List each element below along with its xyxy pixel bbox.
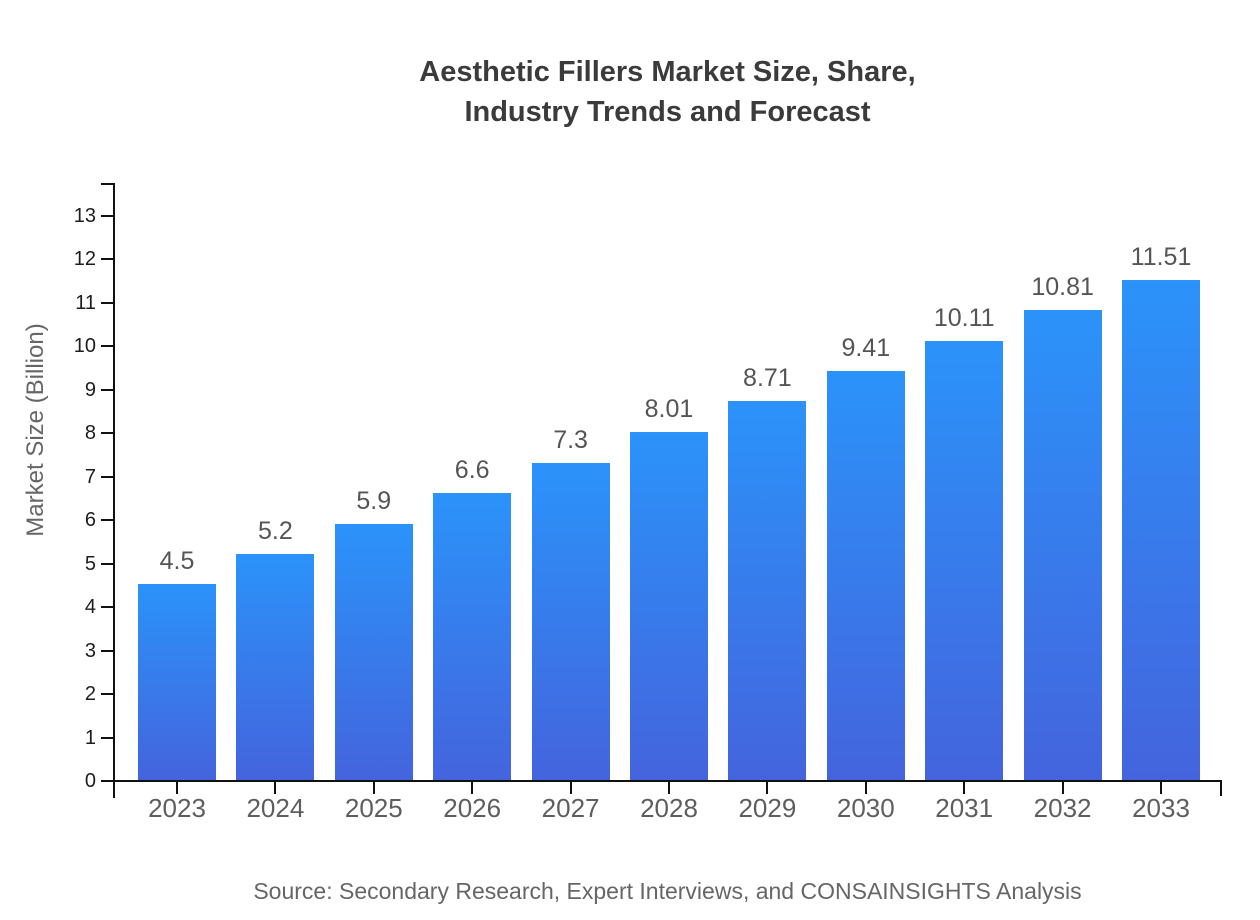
y-tick-mark: [101, 737, 113, 739]
bar-2025: [334, 524, 413, 780]
x-tick-mark-2026: [471, 780, 474, 794]
value-label-2032: 10.81: [1031, 273, 1094, 301]
y-tick-mark: [101, 693, 113, 695]
bar-2029: [728, 401, 807, 780]
y-tick-label-3: 3: [84, 640, 96, 662]
value-label-2028: 8.01: [644, 395, 694, 423]
y-tick-label-10: 10: [73, 335, 96, 357]
x-tick-mark-2033: [1160, 780, 1162, 794]
y-axis-top-cap: [101, 183, 113, 185]
value-label-2029: 8.71: [743, 364, 792, 392]
x-tick-label-2023: 2023: [148, 793, 206, 823]
value-label-2024: 5.2: [258, 517, 293, 545]
x-tick-mark-2028: [668, 780, 670, 794]
value-label-2026: 6.6: [454, 456, 490, 484]
x-tick-label-2029: 2029: [738, 793, 797, 823]
y-tick-mark: [101, 476, 113, 478]
x-tick-mark-2029: [766, 780, 769, 794]
x-axis-end-cap: [1220, 780, 1222, 796]
chart-title: Aesthetic Fillers Market Size, Share, In…: [115, 52, 1220, 132]
x-tick-mark-2024: [274, 780, 277, 794]
y-tick-label-6: 6: [84, 509, 96, 531]
y-tick-mark: [101, 302, 113, 304]
bar-2031: [925, 341, 1004, 780]
y-tick-mark: [101, 345, 113, 347]
x-tick-mark-2027: [569, 780, 572, 794]
y-tick-label-5: 5: [84, 553, 96, 575]
y-tick-mark: [101, 519, 113, 521]
value-label-2030: 9.41: [841, 334, 891, 362]
y-tick-mark: [101, 258, 113, 260]
bar-2030: [826, 371, 905, 780]
y-tick-label-0: 0: [84, 770, 96, 792]
y-tick-mark: [101, 780, 113, 782]
y-tick-label-7: 7: [84, 466, 96, 488]
y-tick-mark: [101, 432, 113, 434]
bar-2027: [531, 463, 610, 780]
x-tick-label-2028: 2028: [640, 793, 698, 823]
value-label-2023: 4.5: [159, 547, 195, 575]
y-tick-label-11: 11: [75, 292, 96, 314]
bar-2033: [1122, 280, 1200, 780]
x-tick-label-2032: 2032: [1033, 793, 1092, 823]
y-axis-line: [113, 183, 115, 798]
x-axis-line: [101, 780, 1222, 782]
x-tick-label-2030: 2030: [836, 793, 895, 823]
value-label-2031: 10.11: [933, 304, 995, 332]
y-tick-label-1: 1: [84, 727, 96, 749]
chart-title-line1: Aesthetic Fillers Market Size, Share,: [419, 56, 916, 88]
y-tick-label-8: 8: [84, 422, 96, 444]
value-label-2025: 5.9: [356, 487, 392, 515]
y-tick-mark: [101, 563, 113, 565]
x-tick-label-2026: 2026: [443, 793, 502, 823]
y-tick-label-12: 12: [73, 248, 96, 270]
bar-2032: [1023, 310, 1102, 780]
source-attribution: Source: Secondary Research, Expert Inter…: [253, 878, 1082, 904]
x-tick-mark-2032: [1061, 780, 1064, 794]
y-tick-mark: [101, 606, 113, 608]
x-tick-mark-2031: [963, 780, 966, 794]
y-tick-mark: [101, 215, 113, 217]
x-tick-mark-2025: [372, 780, 375, 794]
y-tick-label-2: 2: [84, 683, 96, 705]
value-label-2027: 7.3: [553, 426, 588, 454]
y-tick-label-9: 9: [84, 379, 96, 401]
x-tick-label-2024: 2024: [246, 793, 305, 823]
chart-title-line2: Industry Trends and Forecast: [464, 96, 871, 128]
x-tick-mark-2030: [864, 780, 867, 794]
bar-2028: [630, 432, 708, 780]
bar-2026: [433, 493, 512, 780]
y-tick-label-4: 4: [84, 596, 96, 618]
y-tick-mark: [101, 389, 113, 391]
y-tick-label-13: 13: [73, 205, 96, 227]
value-label-2033: 11.51: [1130, 243, 1192, 271]
x-tick-mark-2023: [176, 780, 178, 794]
x-tick-label-2031: 2031: [935, 793, 994, 823]
x-tick-label-2025: 2025: [344, 793, 403, 823]
bar-2024: [236, 554, 315, 780]
y-tick-mark: [101, 650, 113, 652]
x-tick-label-2027: 2027: [541, 793, 600, 823]
x-tick-label-2033: 2033: [1132, 793, 1190, 823]
bar-2023: [138, 584, 216, 780]
